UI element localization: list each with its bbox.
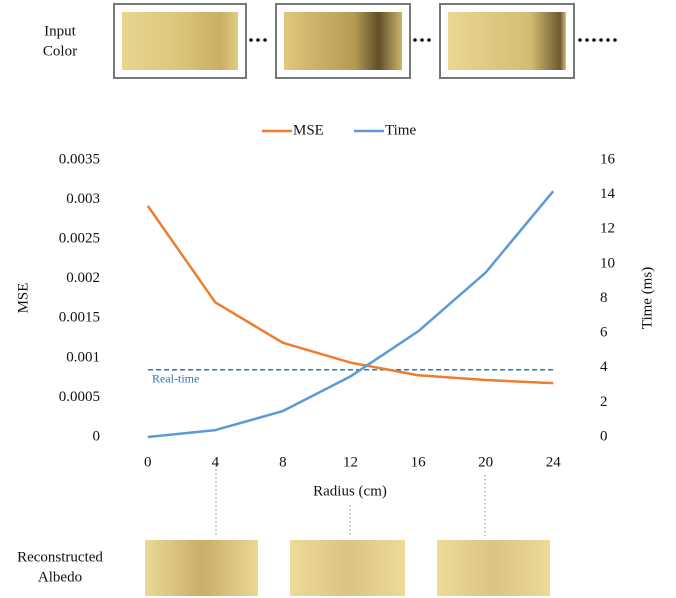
y2-axis-title: Time (ms): [639, 267, 655, 329]
y2-tick-label: 12: [600, 221, 615, 237]
output-row: Reconstructed Albedo: [17, 465, 550, 596]
y2-tick-label: 10: [600, 255, 615, 271]
legend-label: Time: [385, 122, 416, 138]
image: [437, 540, 550, 596]
y-tick-label: 0: [93, 428, 101, 444]
y2-tick-label: 16: [600, 151, 616, 167]
series-line: [148, 191, 553, 437]
y-tick-label: 0.0035: [59, 151, 100, 167]
y2-tick-label: 0: [600, 428, 608, 444]
image: [145, 540, 258, 596]
y-tick-label: 0.0025: [59, 231, 100, 247]
y-axis-title: MSE: [15, 283, 31, 314]
y-tick-label: 0.0005: [59, 389, 100, 405]
connector: [216, 465, 485, 536]
y2-tick-label: 4: [600, 359, 608, 375]
legend-label: MSE: [293, 122, 324, 138]
x-tick-label: 24: [546, 454, 562, 470]
y2-tick-label: 14: [600, 186, 616, 202]
y-tick-label: 0.001: [66, 349, 100, 365]
y2-tick-label: 6: [600, 325, 608, 341]
series-line: [148, 206, 553, 383]
output-label: Reconstructed: [17, 549, 103, 565]
image: [284, 12, 402, 70]
y2-tick-label: 2: [600, 394, 608, 410]
input-label: Color: [43, 43, 77, 59]
image: [290, 540, 405, 596]
input-row: Input Color: [43, 4, 617, 78]
figure: Input Color Reconstructed Albedo MSE Tim…: [0, 0, 676, 598]
y-tick-label: 0.0015: [59, 310, 100, 326]
y-tick-label: 0.003: [66, 191, 100, 207]
x-axis-title: Radius (cm): [313, 483, 387, 499]
y2-tick-label: 8: [600, 290, 608, 306]
image: [448, 12, 566, 70]
x-tick-label: 20: [478, 454, 493, 470]
x-tick-label: 4: [212, 454, 220, 470]
page: {"input_label": ["Input", "Color"], "out…: [0, 0, 676, 598]
output-label: Albedo: [38, 569, 82, 585]
x-tick-label: 12: [343, 454, 358, 470]
x-tick-label: 8: [279, 454, 287, 470]
input-label: Input: [44, 23, 76, 39]
reference-label: Real-time: [152, 371, 199, 385]
x-tick-label: 16: [411, 454, 427, 470]
y-tick-label: 0.002: [66, 270, 100, 286]
x-tick-label: 0: [144, 454, 152, 470]
image: [122, 12, 238, 70]
